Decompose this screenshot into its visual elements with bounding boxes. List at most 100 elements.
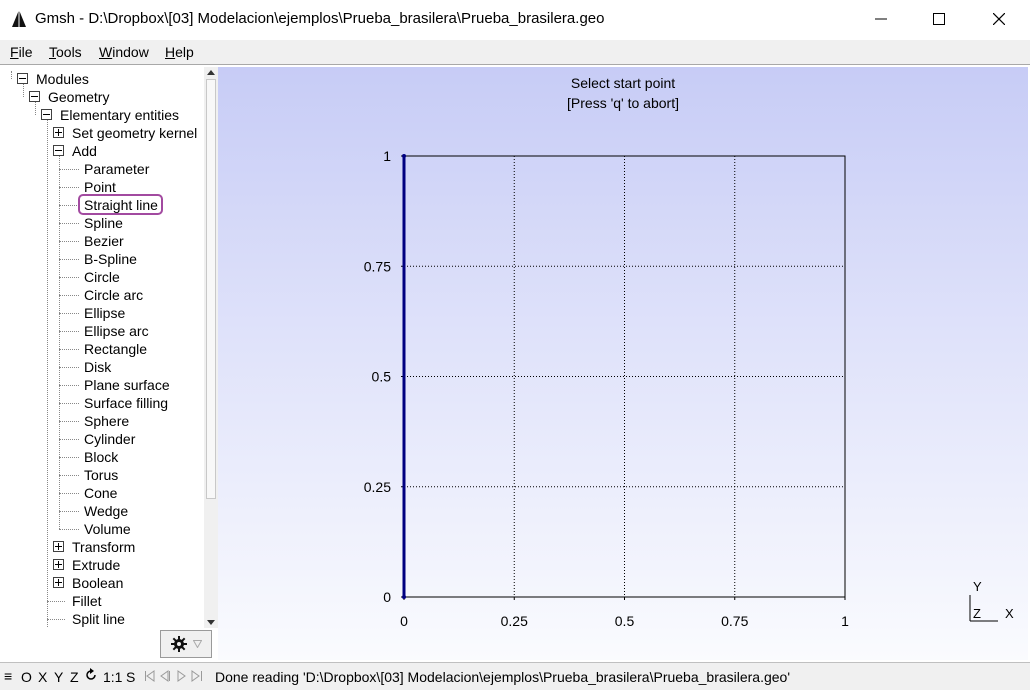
tree-connector <box>59 457 79 458</box>
tree-connector <box>47 601 65 602</box>
tree-scrollbar[interactable] <box>204 67 218 628</box>
collapse-toggle[interactable] <box>53 145 64 156</box>
collapse-toggle[interactable] <box>41 109 52 120</box>
title-bar: Gmsh - D:\Dropbox\[03] Modelacion\ejempl… <box>0 0 1030 38</box>
view-x-button[interactable]: X <box>38 669 48 685</box>
expand-toggle[interactable] <box>53 541 64 552</box>
maximize-button[interactable] <box>910 0 968 38</box>
tree-connector <box>35 97 36 115</box>
geometry-point[interactable] <box>402 154 406 158</box>
tree-item-circle-arc[interactable]: Circle arc <box>84 287 144 303</box>
tree-item-wedge[interactable]: Wedge <box>84 503 129 519</box>
expand-toggle[interactable] <box>53 577 64 588</box>
tree-connector <box>23 79 24 97</box>
expand-toggle[interactable] <box>53 559 64 570</box>
close-button[interactable] <box>970 0 1028 38</box>
tree-connector <box>59 187 79 188</box>
expand-toggle[interactable] <box>53 127 64 138</box>
tree-item-sphere[interactable]: Sphere <box>84 413 130 429</box>
x-tick-label: 0 <box>400 613 408 629</box>
minimize-button[interactable] <box>852 0 910 38</box>
tree-connector <box>59 475 79 476</box>
scale-button[interactable]: 1:1 <box>103 669 123 685</box>
tree-item-surface-filling[interactable]: Surface filling <box>84 395 169 411</box>
nav-first-button[interactable] <box>144 669 156 686</box>
collapse-toggle[interactable] <box>29 91 40 102</box>
tree-item-transform[interactable]: Transform <box>53 538 135 556</box>
minimize-icon <box>875 18 887 20</box>
tree-connector <box>59 277 79 278</box>
nav-next-button[interactable] <box>176 669 186 686</box>
collapse-toggle[interactable] <box>17 73 28 84</box>
status-bar: ≡ O X Y Z 1:1 S Done reading 'D:\Dropbox… <box>0 662 1030 690</box>
tree-item-straight-line[interactable]: Straight line <box>84 197 158 213</box>
graphic-window[interactable]: Select start point [Press 'q' to abort] 0 0… <box>218 67 1028 660</box>
menu-help[interactable]: Help <box>165 44 194 60</box>
menu-file[interactable]: File <box>10 44 33 60</box>
tree-connector <box>59 295 79 296</box>
tree-connector <box>59 403 79 404</box>
tree-item-parameter[interactable]: Parameter <box>84 161 150 177</box>
view-y-button[interactable]: Y <box>54 669 64 685</box>
tree-connector <box>59 493 79 494</box>
tree-item-boolean[interactable]: Boolean <box>53 574 123 592</box>
tree-item-set-geometry-kernel[interactable]: Set geometry kernel <box>53 124 197 142</box>
tree-connector <box>59 367 79 368</box>
tree-connector <box>59 529 79 530</box>
tree-item-ellipse-arc[interactable]: Ellipse arc <box>84 323 149 339</box>
tree-connector <box>59 223 79 224</box>
tree-item-block[interactable]: Block <box>84 449 119 465</box>
menu-tools[interactable]: Tools <box>49 44 82 60</box>
scroll-thumb[interactable] <box>206 79 216 499</box>
x-tick-label: 0.25 <box>501 613 528 629</box>
geometry-point[interactable] <box>402 595 406 599</box>
maximize-icon <box>933 13 945 25</box>
tree-item-cylinder[interactable]: Cylinder <box>84 431 136 447</box>
tree-item-split-line[interactable]: Split line <box>72 611 125 627</box>
tree-item-ellipse[interactable]: Ellipse <box>84 305 126 321</box>
tree-item-volume[interactable]: Volume <box>84 521 131 537</box>
x-tick-label: 1 <box>841 613 849 629</box>
menu-window[interactable]: Window <box>99 44 149 60</box>
window-title: Gmsh - D:\Dropbox\[03] Modelacion\ejempl… <box>35 10 605 27</box>
tree-item-circle[interactable]: Circle <box>84 269 120 285</box>
tree-item-geometry[interactable]: Geometry <box>29 88 109 106</box>
last-icon <box>191 670 202 682</box>
scroll-down-arrow-icon[interactable] <box>207 620 215 625</box>
tree-item-disk[interactable]: Disk <box>84 359 112 375</box>
tree-connector <box>59 313 79 314</box>
tree-item-fillet[interactable]: Fillet <box>72 593 102 609</box>
next-icon <box>177 670 186 682</box>
gmsh-sail-icon <box>12 10 26 27</box>
selection-highlight <box>78 194 163 215</box>
tree-item-extrude[interactable]: Extrude <box>53 556 120 574</box>
nav-previous-button[interactable] <box>159 669 171 686</box>
tree-item-add[interactable]: Add <box>53 142 97 160</box>
view-z-button[interactable]: Z <box>70 669 79 685</box>
tree-item-spline[interactable]: Spline <box>84 215 123 231</box>
plot-area[interactable]: Select start point[Press 'q' to abort]0 0… <box>218 67 1028 660</box>
tree-item-cone[interactable]: Cone <box>84 485 118 501</box>
scroll-up-arrow-icon[interactable] <box>207 70 215 75</box>
nav-last-button[interactable] <box>190 669 204 686</box>
tree-item-plane-surface[interactable]: Plane surface <box>84 377 170 393</box>
menu-bar: File Tools Window Help <box>0 40 1030 65</box>
rotate-icon <box>86 668 96 680</box>
menu-toggle-button[interactable]: ≡ <box>4 668 13 684</box>
view-o-button[interactable]: O <box>21 669 32 685</box>
tree-item-point[interactable]: Point <box>84 179 116 195</box>
rotate-button[interactable] <box>85 668 97 685</box>
tree-item-elementary-entities[interactable]: Elementary entities <box>41 106 179 124</box>
axis-y-label: Y <box>973 579 982 594</box>
tree-item-torus[interactable]: Torus <box>84 467 119 483</box>
tree-item-modules[interactable]: Modules <box>17 70 89 88</box>
tree-connector <box>59 439 79 440</box>
tree-item-rectangle[interactable]: Rectangle <box>84 341 148 357</box>
settings-button[interactable] <box>160 630 212 658</box>
tree-connector <box>11 71 12 79</box>
axis-z-label: Z <box>973 606 981 621</box>
tree-connector <box>59 385 79 386</box>
tree-item-bezier[interactable]: Bezier <box>84 233 124 249</box>
tree-item-b-spline[interactable]: B-Spline <box>84 251 137 267</box>
snapshot-button[interactable]: S <box>126 669 136 685</box>
